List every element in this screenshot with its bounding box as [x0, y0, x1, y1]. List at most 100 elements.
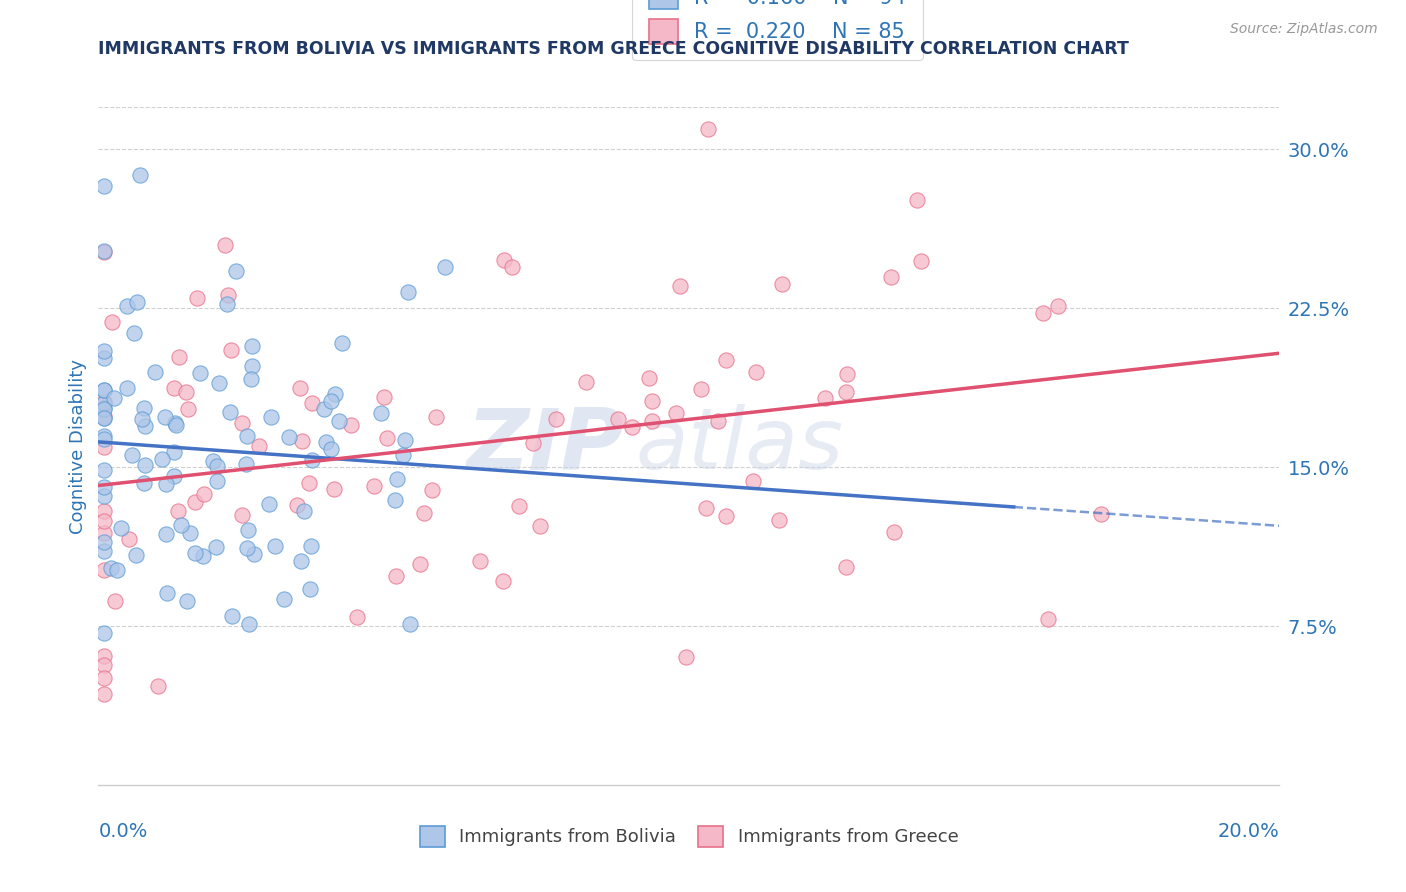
Point — [236, 541, 259, 555]
Point — [814, 391, 837, 405]
Point — [225, 264, 247, 278]
Point — [384, 492, 406, 507]
Point — [93, 410, 115, 425]
Point — [131, 412, 153, 426]
Point — [93, 351, 115, 366]
Point — [110, 521, 132, 535]
Point — [238, 616, 260, 631]
Point — [205, 541, 228, 555]
Point — [93, 563, 115, 577]
Point — [115, 381, 138, 395]
Point — [93, 671, 115, 685]
Point — [291, 434, 314, 448]
Point — [219, 405, 242, 419]
Point — [544, 412, 567, 426]
Point — [288, 381, 311, 395]
Point — [121, 448, 143, 462]
Point — [93, 687, 115, 701]
Point — [153, 409, 176, 424]
Point — [323, 387, 346, 401]
Point — [93, 504, 115, 518]
Point — [93, 244, 115, 259]
Point — [104, 594, 127, 608]
Point — [207, 474, 229, 488]
Point — [641, 393, 664, 408]
Text: Source: ZipAtlas.com: Source: ZipAtlas.com — [1230, 22, 1378, 37]
Point — [93, 625, 115, 640]
Point — [235, 458, 257, 472]
Point — [301, 396, 323, 410]
Point — [128, 169, 150, 183]
Point — [321, 442, 343, 457]
Point — [323, 483, 346, 497]
Point — [696, 122, 718, 136]
Point — [174, 384, 197, 399]
Point — [163, 381, 186, 395]
Point — [93, 395, 115, 409]
Point — [219, 343, 242, 358]
Point — [880, 270, 903, 285]
Point — [277, 430, 299, 444]
Point — [155, 526, 177, 541]
Point — [205, 458, 228, 473]
Point — [127, 295, 149, 310]
Point — [93, 543, 115, 558]
Point — [240, 339, 263, 353]
Text: IMMIGRANTS FROM BOLIVIA VS IMMIGRANTS FROM GREECE COGNITIVE DISABILITY CORRELATI: IMMIGRANTS FROM BOLIVIA VS IMMIGRANTS FR… — [98, 40, 1129, 58]
Point — [93, 383, 115, 397]
Point — [707, 414, 730, 428]
Point — [93, 395, 115, 409]
Point — [290, 554, 312, 568]
Point — [191, 549, 214, 563]
Point — [179, 526, 201, 541]
Point — [215, 297, 238, 311]
Point — [370, 406, 392, 420]
Point — [150, 451, 173, 466]
Point — [835, 384, 858, 399]
Point — [101, 315, 124, 329]
Point — [240, 372, 263, 386]
Point — [468, 554, 491, 568]
Point — [105, 563, 128, 577]
Point — [143, 365, 166, 379]
Point — [301, 539, 323, 553]
Point — [665, 406, 688, 420]
Text: 0.0%: 0.0% — [98, 822, 148, 841]
Point — [346, 609, 368, 624]
Point — [217, 287, 239, 301]
Point — [768, 513, 790, 527]
Point — [621, 420, 644, 434]
Point — [260, 409, 283, 424]
Point — [93, 657, 115, 672]
Point — [1046, 299, 1069, 313]
Point — [745, 365, 768, 379]
Point — [163, 469, 186, 483]
Point — [285, 498, 308, 512]
Point — [93, 401, 115, 415]
Legend: Immigrants from Bolivia, Immigrants from Greece: Immigrants from Bolivia, Immigrants from… — [412, 819, 966, 854]
Point — [907, 194, 929, 208]
Point — [695, 500, 717, 515]
Point — [363, 479, 385, 493]
Point — [910, 254, 932, 268]
Point — [575, 375, 598, 389]
Point — [184, 546, 207, 560]
Point — [425, 409, 447, 424]
Point — [264, 539, 287, 553]
Point — [413, 506, 436, 520]
Point — [492, 253, 515, 268]
Point — [188, 367, 211, 381]
Point — [93, 649, 115, 664]
Point — [391, 448, 413, 462]
Point — [176, 401, 198, 416]
Point — [169, 518, 191, 533]
Text: 20.0%: 20.0% — [1218, 822, 1279, 841]
Point — [1090, 507, 1112, 521]
Point — [301, 453, 323, 467]
Point — [93, 402, 115, 417]
Point — [312, 401, 335, 416]
Point — [118, 533, 141, 547]
Point — [247, 439, 270, 453]
Point — [328, 414, 350, 428]
Point — [208, 376, 231, 390]
